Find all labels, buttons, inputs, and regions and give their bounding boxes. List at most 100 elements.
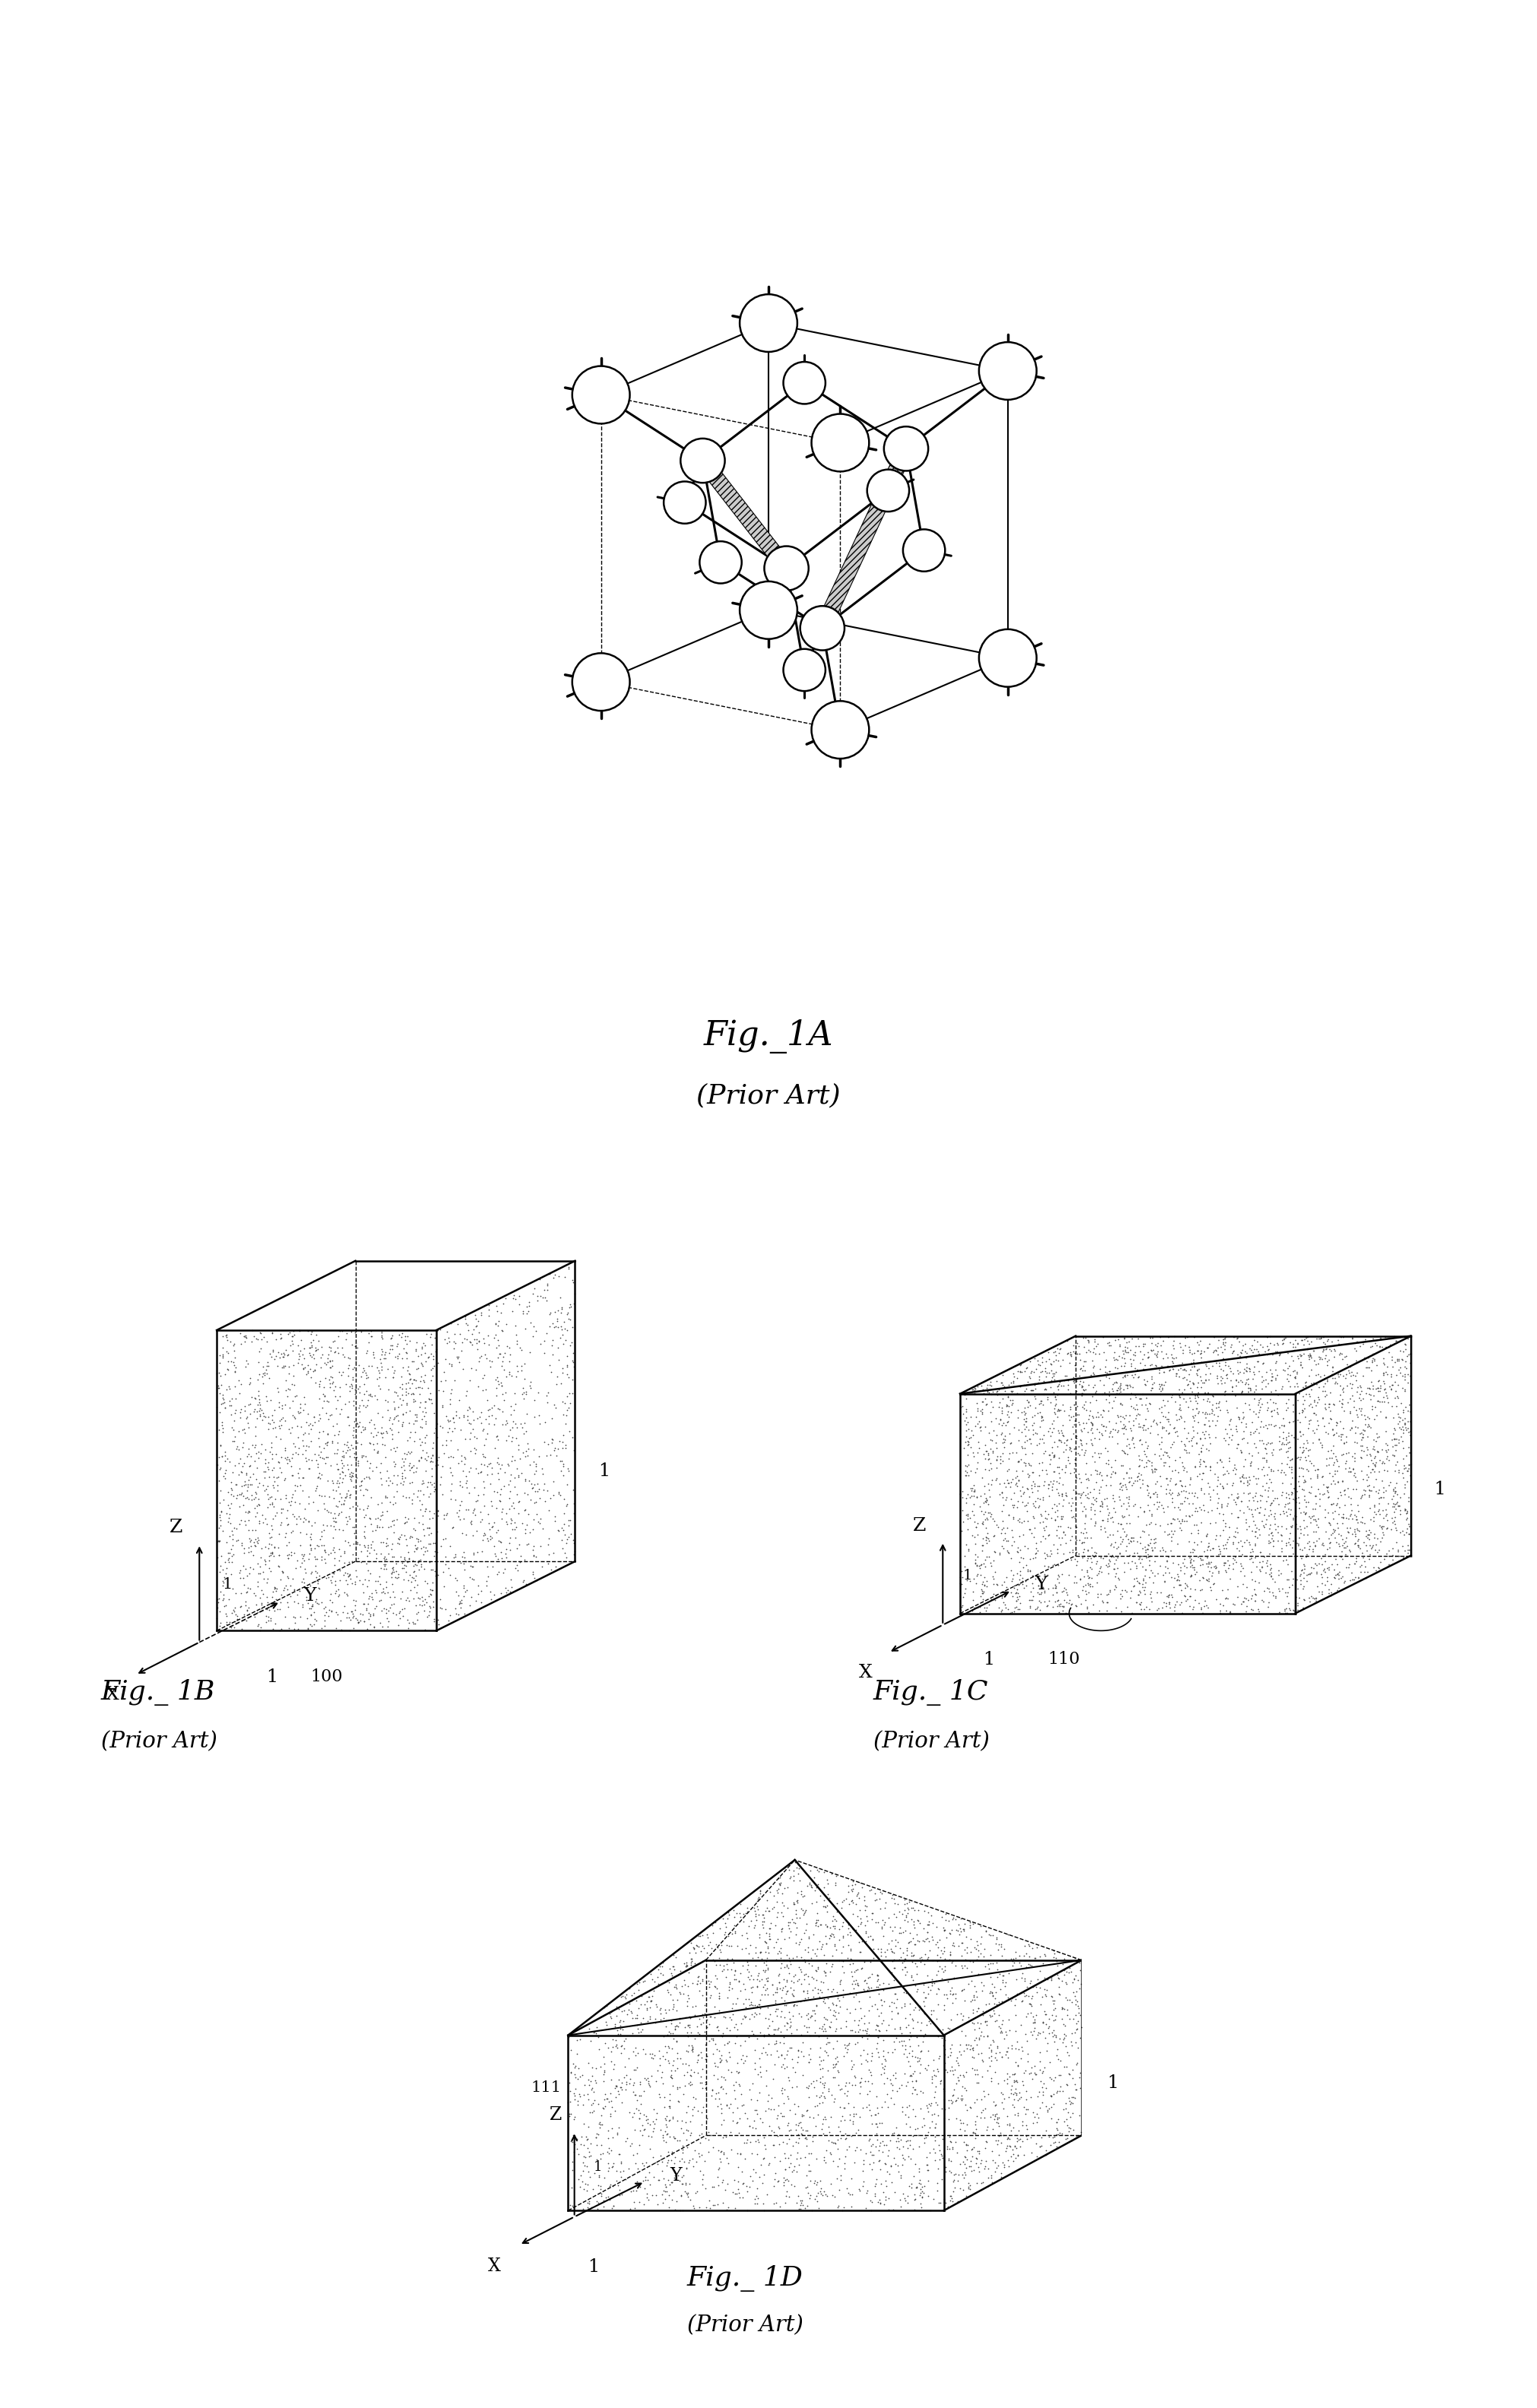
Point (598, 2097, 622, 2136)
Point (958, 1910, 982, 1948)
Point (386, 1324, 410, 1363)
Point (418, 1380, 443, 1418)
Point (381, 1457, 406, 1495)
Point (1021, 1568, 1045, 1606)
Point (715, 1926, 739, 1965)
Point (895, 1888, 919, 1926)
Point (561, 2044, 586, 2083)
Point (1305, 1401, 1330, 1440)
Point (244, 1568, 269, 1606)
Point (207, 1471, 232, 1510)
Point (788, 2107, 813, 2146)
Point (738, 1987, 762, 2025)
Point (1282, 1469, 1306, 1507)
Point (370, 1570, 395, 1609)
Point (947, 2109, 971, 2148)
Point (1293, 1389, 1317, 1428)
Point (984, 2042, 1008, 2081)
Point (1151, 1435, 1176, 1474)
Point (1360, 1430, 1385, 1469)
Point (1259, 1512, 1283, 1551)
Point (762, 2025, 787, 2064)
Point (314, 1358, 338, 1397)
Point (412, 1382, 437, 1421)
Point (895, 2088, 919, 2126)
Point (223, 1351, 247, 1389)
Point (1014, 1493, 1039, 1531)
Point (1167, 1370, 1191, 1409)
Point (211, 1512, 235, 1551)
Text: X: X (487, 2256, 501, 2276)
Point (235, 1589, 260, 1628)
Point (1200, 1377, 1225, 1416)
Point (1167, 1565, 1191, 1604)
Point (1045, 1556, 1070, 1594)
Point (403, 1413, 427, 1452)
Point (968, 1493, 993, 1531)
Point (1019, 1370, 1044, 1409)
Point (999, 1394, 1024, 1433)
Point (881, 2071, 905, 2109)
Point (592, 2054, 616, 2093)
Point (1262, 1406, 1286, 1445)
Point (332, 1438, 357, 1476)
Point (1187, 1363, 1211, 1401)
Point (871, 1905, 896, 1943)
Point (1251, 1466, 1276, 1505)
Point (387, 1517, 412, 1556)
Point (681, 1929, 705, 1967)
Point (882, 1975, 907, 2013)
Point (716, 1970, 741, 2008)
Point (559, 2121, 584, 2160)
Point (1082, 1536, 1107, 1575)
Point (974, 1519, 999, 1558)
Point (715, 2085, 739, 2124)
Point (673, 2066, 698, 2105)
Point (1173, 1471, 1197, 1510)
Point (340, 1312, 364, 1351)
Point (1137, 1385, 1162, 1423)
Point (839, 1871, 864, 1910)
Point (882, 2114, 907, 2153)
Point (1104, 1589, 1128, 1628)
Point (232, 1534, 257, 1572)
Point (217, 1498, 241, 1536)
Point (1157, 1589, 1182, 1628)
Point (796, 2150, 821, 2189)
Point (618, 2064, 642, 2102)
Point (1021, 2093, 1045, 2131)
Point (954, 1948, 979, 1987)
Point (922, 2056, 947, 2095)
Point (824, 1931, 848, 1970)
Point (1005, 2047, 1030, 2085)
Point (1345, 1527, 1369, 1565)
Point (1297, 1401, 1322, 1440)
Point (910, 2177, 934, 2215)
Point (1242, 1411, 1266, 1450)
Point (1039, 1958, 1064, 1996)
Point (719, 1926, 744, 1965)
Point (412, 1464, 437, 1503)
Point (1134, 1377, 1159, 1416)
Point (822, 2059, 847, 2097)
Point (847, 1982, 871, 2020)
Point (1021, 2105, 1045, 2143)
Point (770, 2121, 795, 2160)
Point (1322, 1493, 1346, 1531)
Point (1207, 1385, 1231, 1423)
Point (1050, 1556, 1074, 1594)
Point (1228, 1483, 1253, 1522)
Point (304, 1558, 329, 1597)
Point (1250, 1385, 1274, 1423)
Point (661, 2097, 686, 2136)
Point (321, 1370, 346, 1409)
Point (227, 1476, 252, 1515)
Point (805, 1852, 830, 1890)
Point (961, 1592, 985, 1630)
Point (603, 2093, 627, 2131)
Point (244, 1399, 269, 1438)
Point (1147, 1389, 1171, 1428)
Point (871, 2064, 896, 2102)
Point (496, 1445, 521, 1483)
Point (1033, 1546, 1057, 1584)
